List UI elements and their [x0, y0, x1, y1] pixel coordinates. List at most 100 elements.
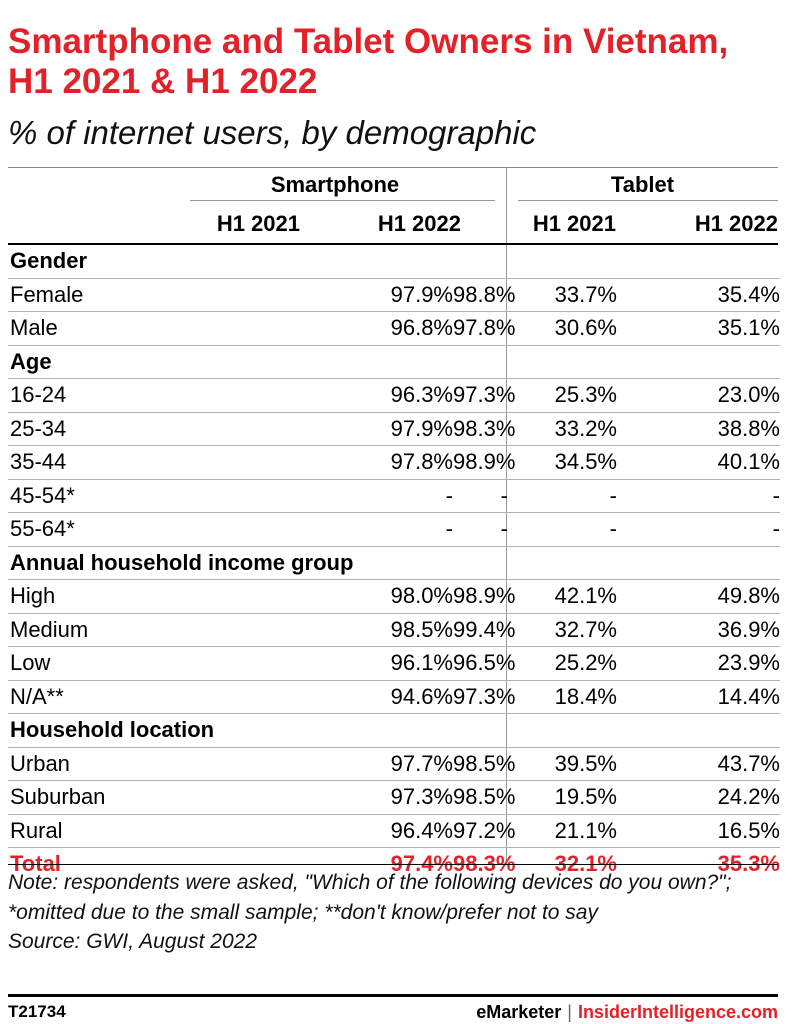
- group-header-smartphone: Smartphone: [270, 172, 400, 197]
- footer-rule: [8, 994, 778, 997]
- column-header: H1 2022: [377, 211, 461, 236]
- section-label: Household location: [8, 713, 292, 747]
- brand-insiderintelligence: InsiderIntelligence.com: [577, 1002, 778, 1022]
- value-cell: 49.8%: [617, 579, 780, 613]
- value-cell: -: [617, 512, 780, 546]
- value-cell: 96.3%: [292, 378, 453, 412]
- table-row: N/A** 94.6% 97.3% 18.4% 14.4%: [8, 679, 780, 714]
- value-cell: 96.5%: [453, 646, 515, 680]
- chart-id: T21734: [8, 1002, 66, 1021]
- table-row: Rural 96.4% 97.2% 21.1% 16.5%: [8, 813, 780, 848]
- group-header-tablet: Tablet: [610, 172, 675, 197]
- empty-cell: [292, 245, 453, 278]
- value-cell: 39.5%: [508, 746, 617, 781]
- value-cell: 97.2%: [453, 813, 515, 848]
- empty-cell: [508, 245, 617, 278]
- empty-cell: [508, 344, 617, 379]
- value-cell: 40.1%: [617, 445, 780, 479]
- value-cell: -: [453, 512, 508, 546]
- value-cell: 98.9%: [453, 445, 515, 479]
- section-header-row: Household location: [8, 713, 780, 747]
- value-cell: 34.5%: [508, 445, 617, 479]
- section-header-row: Age: [8, 344, 780, 379]
- value-cell: 16.5%: [617, 813, 780, 848]
- value-cell: 35.1%: [617, 311, 780, 345]
- table-row: High 98.0% 98.9% 42.1% 49.8%: [8, 579, 780, 613]
- section-label: Annual household income group: [8, 545, 353, 580]
- group-underline-tablet: [518, 200, 778, 201]
- value-cell: 42.1%: [508, 579, 617, 613]
- empty-cell: [292, 713, 453, 747]
- section-header-row: Gender: [8, 245, 780, 278]
- value-cell: 98.5%: [453, 746, 515, 781]
- bottom-rule: [8, 864, 778, 865]
- row-label: 16-24: [8, 378, 292, 412]
- row-label: Male: [8, 311, 292, 345]
- table-row: Low 96.1% 96.5% 25.2% 23.9%: [8, 646, 780, 680]
- value-cell: 24.2%: [617, 780, 780, 814]
- value-cell: 97.3%: [292, 780, 453, 814]
- empty-cell: [508, 713, 617, 747]
- value-cell: -: [292, 478, 453, 513]
- column-header: H1 2021: [216, 211, 300, 236]
- table-row: Suburban 97.3% 98.5% 19.5% 24.2%: [8, 780, 780, 814]
- value-cell: 97.7%: [292, 746, 453, 781]
- value-cell: 14.4%: [617, 679, 780, 714]
- value-cell: 98.3%: [453, 411, 515, 446]
- value-cell: 96.8%: [292, 311, 453, 345]
- value-cell: 25.3%: [508, 378, 617, 412]
- table-row: Female 97.9% 98.8% 33.7% 35.4%: [8, 277, 780, 312]
- value-cell: 97.8%: [453, 311, 515, 345]
- group-underline-smartphone: [190, 200, 495, 201]
- total-value-cell: 35.3%: [617, 847, 780, 881]
- row-label: 35-44: [8, 445, 292, 479]
- empty-cell: [453, 713, 508, 747]
- empty-cell: [617, 344, 780, 379]
- empty-cell: [453, 245, 508, 278]
- value-cell: 98.5%: [292, 612, 453, 647]
- table-row: 45-54* - - - -: [8, 478, 780, 513]
- row-label: N/A**: [8, 679, 292, 714]
- brand-logo: eMarketer | InsiderIntelligence.com: [476, 1002, 778, 1023]
- value-cell: 97.3%: [453, 679, 515, 714]
- total-value-cell: 98.3%: [453, 847, 515, 881]
- value-cell: 35.4%: [617, 277, 780, 312]
- table-row: 35-44 97.8% 98.9% 34.5% 40.1%: [8, 445, 780, 479]
- value-cell: 30.6%: [508, 311, 617, 345]
- value-cell: 23.9%: [617, 646, 780, 680]
- value-cell: 38.8%: [617, 411, 780, 446]
- value-cell: -: [508, 478, 617, 513]
- value-cell: -: [292, 512, 453, 546]
- brand-separator: |: [567, 1002, 572, 1022]
- table-row: 55-64* - - - -: [8, 512, 780, 546]
- row-label: Urban: [8, 746, 292, 781]
- value-cell: 18.4%: [508, 679, 617, 714]
- total-value-cell: 32.1%: [508, 847, 617, 881]
- row-label: 55-64*: [8, 512, 292, 546]
- total-label: Total: [8, 847, 292, 881]
- table-row: 16-24 96.3% 97.3% 25.3% 23.0%: [8, 378, 780, 412]
- row-label: 45-54*: [8, 478, 292, 513]
- row-label: Medium: [8, 612, 292, 647]
- row-label: Female: [8, 277, 292, 312]
- value-cell: 33.7%: [508, 277, 617, 312]
- chart-notes: Note: respondents were asked, "Which of …: [8, 868, 778, 957]
- top-rule: [8, 167, 778, 168]
- section-label: Age: [8, 344, 292, 379]
- table-row: Male 96.8% 97.8% 30.6% 35.1%: [8, 311, 780, 345]
- empty-cell: [453, 344, 508, 379]
- empty-cell: [617, 713, 780, 747]
- value-cell: 32.7%: [508, 612, 617, 647]
- row-label: Rural: [8, 813, 292, 848]
- value-cell: 97.9%: [292, 411, 453, 446]
- value-cell: 97.8%: [292, 445, 453, 479]
- data-table: Gender Female 97.9% 98.8% 33.7% 35.4% Male 96.8…: [8, 245, 780, 881]
- empty-cell: [617, 545, 780, 580]
- empty-cell: [453, 545, 508, 580]
- value-cell: 25.2%: [508, 646, 617, 680]
- table-row: Medium 98.5% 99.4% 32.7% 36.9%: [8, 612, 780, 647]
- empty-cell: [617, 245, 780, 278]
- value-cell: 99.4%: [453, 612, 515, 647]
- value-cell: 98.5%: [453, 780, 515, 814]
- empty-cell: [292, 344, 453, 379]
